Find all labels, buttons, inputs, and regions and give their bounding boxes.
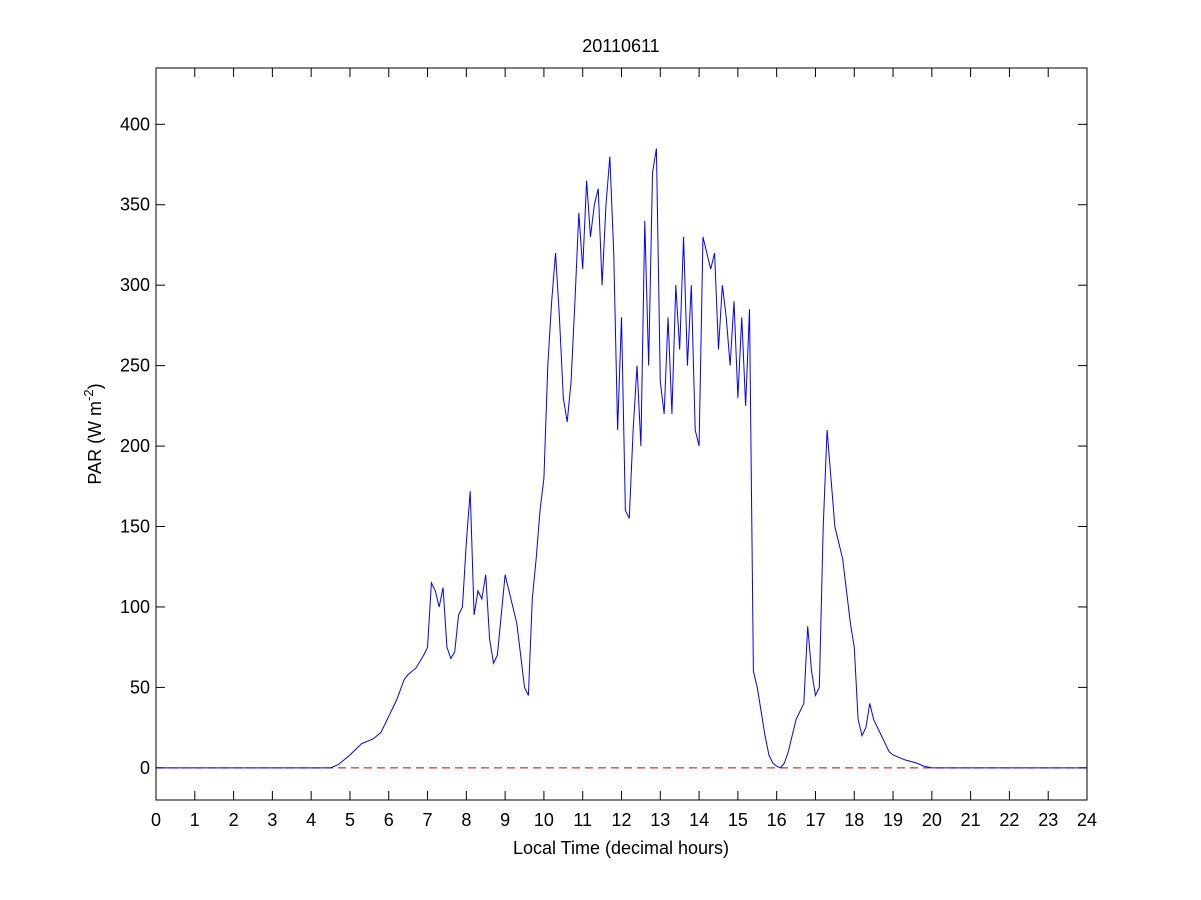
y-axis-label-suffix: ) <box>85 383 105 389</box>
y-axis-label: PAR (W m-2) <box>81 383 105 484</box>
y-tick-label: 50 <box>130 677 150 697</box>
x-tick-label: 9 <box>500 810 510 830</box>
x-tick-label: 22 <box>999 810 1019 830</box>
par-series-line <box>156 148 1087 769</box>
plot-frame <box>155 67 1088 801</box>
x-tick-label: 6 <box>384 810 394 830</box>
plot-area <box>156 68 1087 800</box>
x-tick-label: 3 <box>267 810 277 830</box>
y-tick-label: 400 <box>120 114 150 134</box>
x-tick-label: 18 <box>844 810 864 830</box>
x-tick-label: 2 <box>229 810 239 830</box>
x-tick-label: 20 <box>922 810 942 830</box>
x-tick-label: 0 <box>151 810 161 830</box>
x-tick-label: 23 <box>1038 810 1058 830</box>
x-tick-label: 7 <box>423 810 433 830</box>
y-tick-label: 300 <box>120 275 150 295</box>
y-tick-label: 0 <box>140 758 150 778</box>
y-tick-label: 350 <box>120 195 150 215</box>
x-tick-label: 14 <box>689 810 709 830</box>
x-axis-label: Local Time (decimal hours) <box>513 838 729 858</box>
y-tick-label: 250 <box>120 356 150 376</box>
x-tick-label: 21 <box>961 810 981 830</box>
x-tick-label: 16 <box>767 810 787 830</box>
x-tick-label: 11 <box>573 810 592 830</box>
x-tick-label: 15 <box>728 810 748 830</box>
x-tick-label: 4 <box>306 810 316 830</box>
x-tick-label: 24 <box>1077 810 1097 830</box>
x-tick-label: 8 <box>461 810 471 830</box>
x-tick-label: 19 <box>883 810 903 830</box>
x-tick-label: 13 <box>650 810 670 830</box>
x-axis-ticks <box>155 68 1088 800</box>
x-tick-label: 5 <box>345 810 355 830</box>
y-tick-label: 150 <box>120 517 150 537</box>
y-axis-ticks <box>156 123 1087 769</box>
x-tick-label: 1 <box>190 810 200 830</box>
y-axis-label-superscript: -2 <box>81 389 96 401</box>
x-tick-label: 12 <box>611 810 631 830</box>
y-tick-labels: 0 50 100 150 200 250 300 350 400 <box>120 114 150 778</box>
x-tick-label: 17 <box>805 810 825 830</box>
x-tick-labels: 0 1 2 3 4 5 6 7 8 9 10 11 12 13 14 15 16 17 18 19 20 21 22 23 24 <box>151 810 1097 830</box>
y-axis-label-main: PAR (W m <box>85 401 105 485</box>
series-layer <box>156 148 1087 769</box>
chart-title: 20110611 <box>582 36 659 56</box>
y-tick-label: 200 <box>120 436 150 456</box>
y-tick-label: 100 <box>120 597 150 617</box>
x-tick-label: 10 <box>534 810 554 830</box>
